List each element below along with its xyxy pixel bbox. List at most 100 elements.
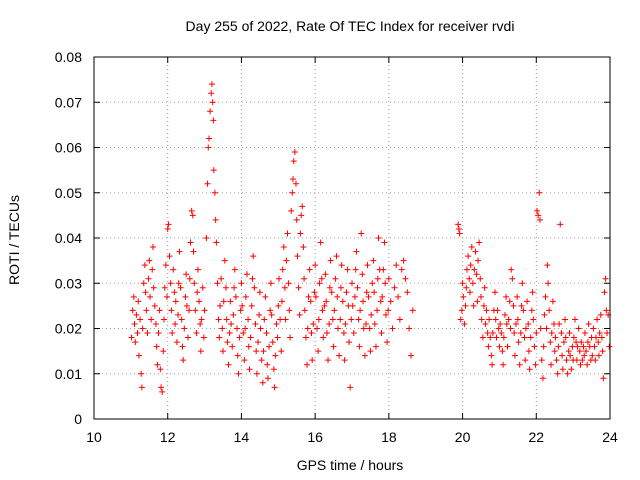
data-point (347, 384, 354, 391)
data-point (163, 293, 170, 300)
data-point (348, 316, 355, 323)
data-point (205, 144, 212, 151)
y-tick-label: 0.08 (55, 49, 82, 65)
data-point (304, 325, 311, 332)
data-point (264, 375, 271, 382)
data-point (527, 334, 534, 341)
data-point (344, 266, 351, 273)
data-point (359, 271, 366, 278)
data-point (526, 366, 533, 373)
data-point (541, 311, 548, 318)
data-point (578, 339, 585, 346)
data-point (311, 289, 318, 296)
data-point (485, 343, 492, 350)
data-point (499, 348, 506, 355)
data-point (599, 348, 606, 355)
data-point (287, 334, 294, 341)
data-point (257, 325, 264, 332)
data-point (505, 316, 512, 323)
data-point (536, 216, 543, 223)
data-point (198, 316, 205, 323)
data-point (575, 325, 582, 332)
data-point (338, 262, 345, 269)
data-point (346, 339, 353, 346)
data-point (315, 316, 322, 323)
data-point (129, 307, 136, 314)
data-point (550, 320, 557, 327)
data-point (245, 343, 252, 350)
data-point (253, 370, 260, 377)
data-point (363, 320, 370, 327)
data-point (283, 257, 290, 264)
data-point (566, 330, 573, 337)
data-point (323, 330, 330, 337)
data-point (261, 316, 268, 323)
data-point (478, 293, 484, 300)
data-point (378, 330, 385, 337)
data-point (152, 320, 159, 327)
data-point (354, 284, 361, 291)
data-point (248, 302, 255, 309)
data-point (224, 339, 231, 346)
data-point (149, 266, 156, 273)
data-point (583, 348, 590, 355)
data-point (601, 289, 608, 296)
y-tick-label: 0 (74, 411, 82, 427)
data-point (229, 343, 236, 350)
y-tick-label: 0.05 (55, 185, 82, 201)
x-tick-label: 14 (234, 429, 250, 445)
data-point (173, 339, 180, 346)
x-tick-label: 22 (528, 429, 544, 445)
data-point (596, 330, 603, 337)
data-point (398, 266, 405, 273)
data-point (349, 302, 356, 309)
y-tick-label: 0.06 (55, 140, 82, 156)
data-point (538, 357, 545, 364)
data-point (279, 266, 286, 273)
data-point (138, 384, 145, 391)
data-point (340, 330, 347, 337)
data-point (543, 325, 550, 332)
data-point (196, 298, 203, 305)
data-point (176, 248, 183, 255)
data-point (482, 320, 489, 327)
data-point (581, 352, 588, 359)
chart-title: Day 255 of 2022, Rate Of TEC Index for r… (186, 18, 515, 34)
data-point (560, 339, 567, 346)
data-point (334, 325, 341, 332)
data-point (297, 230, 304, 237)
data-point (377, 298, 384, 305)
data-point (246, 366, 253, 373)
data-point (308, 330, 315, 337)
data-point (128, 334, 135, 341)
data-point (517, 330, 524, 337)
data-point (595, 339, 602, 346)
data-point (537, 325, 544, 332)
data-point (508, 266, 515, 273)
data-point (494, 307, 501, 314)
data-point (552, 334, 559, 341)
data-point (319, 307, 326, 314)
data-point (339, 298, 346, 305)
data-point (370, 257, 377, 264)
data-point (315, 348, 322, 355)
data-point (263, 330, 270, 337)
data-point (288, 207, 295, 214)
grid-lines (94, 57, 610, 419)
data-point (227, 298, 234, 305)
data-point (496, 343, 503, 350)
data-point (298, 212, 305, 219)
data-point (559, 366, 566, 373)
data-point (302, 334, 309, 341)
data-point (172, 320, 179, 327)
data-point (231, 266, 238, 273)
data-point (540, 343, 547, 350)
data-point (164, 225, 171, 232)
data-point (546, 307, 553, 314)
data-point (171, 289, 178, 296)
data-point (272, 352, 279, 359)
data-point (220, 298, 227, 305)
data-point (489, 330, 496, 337)
data-point (534, 207, 541, 214)
data-point (203, 235, 210, 241)
